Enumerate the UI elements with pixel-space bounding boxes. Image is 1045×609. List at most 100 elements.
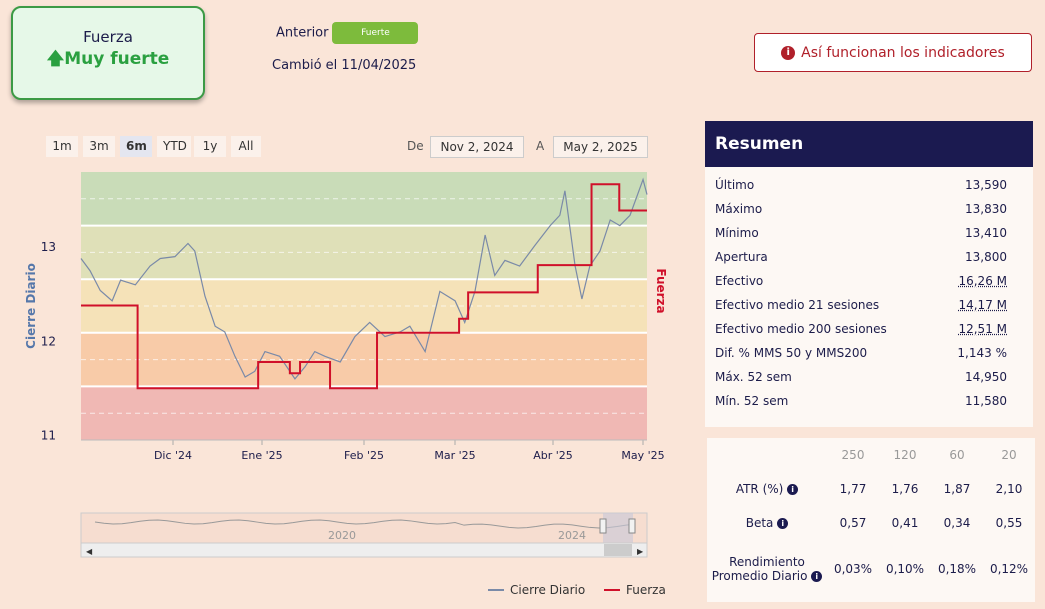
summary-label: Máximo [715, 202, 763, 216]
stats-value: 0,10% [885, 562, 925, 576]
legend-fuerza-label: Fuerza [626, 583, 666, 597]
summary-row: Último 13,590 [705, 173, 1033, 197]
summary-row: Efectivo medio 200 sesiones 12,51 M [705, 317, 1033, 341]
help-label: Así funcionan los indicadores [801, 44, 1005, 61]
summary-value[interactable]: 14,17 M [958, 298, 1007, 312]
stats-label: Rendimiento Promedio Diario [711, 554, 808, 583]
previous-label: Anterior [276, 25, 329, 41]
period-header: 250 [841, 448, 865, 462]
legend-price[interactable]: Cierre Diario [488, 583, 585, 597]
stats-value: 0,41 [891, 516, 919, 530]
info-icon[interactable]: i [777, 518, 789, 529]
summary-row: Dif. % MMS 50 y MMS200 1,143 % [705, 341, 1033, 365]
fuerza-series-line [81, 183, 647, 390]
range-button-3[interactable]: YTD [157, 136, 191, 157]
y-tick-label: 11 [41, 428, 56, 442]
summary-value[interactable]: 12,51 M [958, 322, 1007, 336]
range-button-2[interactable]: 6m [120, 136, 152, 157]
stats-label: ATR (%) [735, 482, 784, 496]
summary-value: 14,950 [965, 370, 1007, 384]
navigator-selection [603, 513, 633, 543]
summary-row: Efectivo 16,26 M [705, 269, 1033, 293]
previous-badge: Fuerte [332, 22, 419, 44]
y-axis-label: Cierre Diario [24, 263, 38, 349]
summary-label: Mín. 52 sem [715, 394, 789, 408]
summary-label: Efectivo medio 200 sesiones [715, 322, 887, 336]
how-indicators-work-button[interactable]: i Así funcionan los indicadores [754, 33, 1032, 72]
y-tick-label: 13 [41, 240, 56, 254]
summary-label: Efectivo medio 21 sesiones [715, 298, 880, 312]
stats-value: 2,10 [995, 482, 1023, 496]
summary-value: 1,143 % [957, 346, 1007, 360]
range-button-4[interactable]: 1y [194, 136, 226, 157]
changed-date: Cambió el 11/04/2025 [272, 58, 417, 73]
summary-label: Mínimo [715, 226, 759, 240]
stats-value: 0,03% [833, 562, 873, 576]
strength-value: Muy fuerte [64, 49, 170, 69]
x-tick-label: Dic '24 [154, 449, 192, 462]
info-icon[interactable]: i [787, 484, 799, 495]
stats-table: 250 120 60 20 ATR (%) i 1,77 1,76 1,87 2,10 Beta … [707, 438, 1035, 602]
summary-value[interactable]: 16,26 M [958, 274, 1007, 288]
stats-row: Beta i 0,57 0,41 0,34 0,55 [707, 506, 1035, 540]
summary-row: Efectivo medio 21 sesiones 14,17 M [705, 293, 1033, 317]
range-button-0[interactable]: 1m [46, 136, 78, 157]
info-icon: i [781, 45, 796, 60]
period-header: 20 [1001, 448, 1017, 462]
date-to-label: A [536, 139, 545, 153]
stats-label: Beta [745, 516, 774, 530]
range-button-5[interactable]: All [231, 136, 261, 157]
scroll-right-icon[interactable]: ▶ [637, 547, 644, 556]
stats-value: 0,18% [937, 562, 977, 576]
date-from-input[interactable]: Nov 2, 2024 [430, 136, 524, 158]
summary-label: Último [715, 178, 755, 192]
summary-value: 13,590 [965, 178, 1007, 192]
x-tick-label: Abr '25 [533, 449, 573, 462]
summary-value: 13,800 [965, 250, 1007, 264]
navigator-scrollbar[interactable] [80, 542, 648, 558]
scrollbar-thumb[interactable] [604, 544, 632, 556]
date-to-input[interactable]: May 2, 2025 [553, 136, 648, 158]
stats-value: 1,76 [891, 482, 919, 496]
price-chart: 11 12 13 Dic '24 Ene '25 Feb '25 Mar '25 Abr '2… [24, 172, 668, 558]
y2-axis-label: Fuerza [654, 268, 668, 313]
summary-row: Apertura 13,800 [705, 245, 1033, 269]
navigator-label: 2024 [558, 529, 586, 542]
x-tick-label: Ene '25 [241, 449, 282, 462]
summary-row: Máximo 13,830 [705, 197, 1033, 221]
navigator-handle-right[interactable] [628, 518, 636, 534]
summary-label: Máx. 52 sem [715, 370, 792, 384]
stats-row: ATR (%) i 1,77 1,76 1,87 2,10 [707, 472, 1035, 506]
price-series-line [80, 177, 648, 380]
stats-value: 0,55 [995, 516, 1023, 530]
navigator-handle-left[interactable] [599, 518, 607, 534]
summary-label: Apertura [715, 250, 768, 264]
navigator [80, 512, 648, 544]
summary-row: Máx. 52 sem 14,950 [705, 365, 1033, 389]
stats-row: Rendimiento Promedio Diario i 0,03% 0,10% 0… [707, 540, 1035, 598]
previous-strength: Anterior Fuerte [276, 22, 419, 44]
strength-card: Fuerza 🡅Muy fuerte [11, 6, 205, 100]
stats-value: 0,34 [943, 516, 971, 530]
stats-value: 1,87 [943, 482, 971, 496]
x-tick-label: Mar '25 [434, 449, 475, 462]
stats-value: 0,57 [839, 516, 867, 530]
summary-value: 13,410 [965, 226, 1007, 240]
y-tick-label: 12 [41, 334, 56, 348]
summary-panel: Resumen Último 13,590 Máximo 13,830 Mínimo 13… [705, 121, 1033, 427]
scroll-left-icon[interactable]: ◀ [86, 547, 93, 556]
summary-value: 13,830 [965, 202, 1007, 216]
x-tick-label: Feb '25 [344, 449, 384, 462]
legend-price-label: Cierre Diario [510, 583, 586, 597]
stats-value: 1,77 [839, 482, 867, 496]
navigator-label: 2020 [328, 529, 356, 542]
arrow-up-icon: 🡅 [46, 49, 65, 69]
range-button-1[interactable]: 3m [83, 136, 115, 157]
summary-label: Dif. % MMS 50 y MMS200 [715, 346, 868, 360]
summary-label: Efectivo [715, 274, 764, 288]
summary-row: Mínimo 13,410 [705, 221, 1033, 245]
summary-row: Mín. 52 sem 11,580 [705, 389, 1033, 413]
legend-price-swatch [488, 589, 504, 591]
info-icon[interactable]: i [811, 571, 823, 582]
legend-fuerza[interactable]: Fuerza [604, 583, 666, 597]
